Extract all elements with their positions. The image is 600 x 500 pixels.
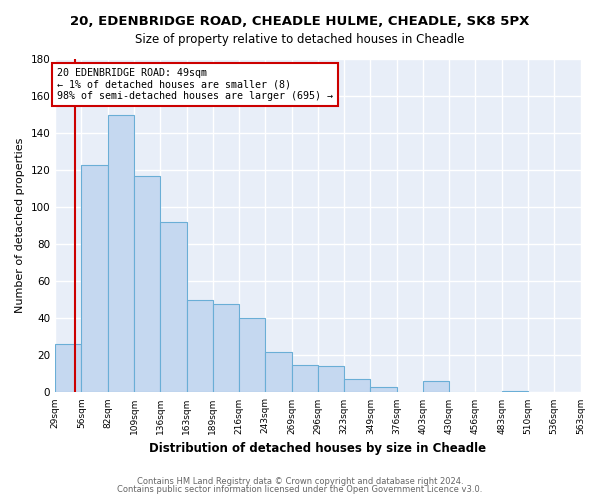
Bar	[292, 364, 318, 392]
Text: Contains HM Land Registry data © Crown copyright and database right 2024.: Contains HM Land Registry data © Crown c…	[137, 477, 463, 486]
Text: 20, EDENBRIDGE ROAD, CHEADLE HULME, CHEADLE, SK8 5PX: 20, EDENBRIDGE ROAD, CHEADLE HULME, CHEA…	[70, 15, 530, 28]
Text: 20 EDENBRIDGE ROAD: 49sqm
← 1% of detached houses are smaller (8)
98% of semi-de: 20 EDENBRIDGE ROAD: 49sqm ← 1% of detach…	[57, 68, 333, 102]
Bar	[370, 387, 397, 392]
Text: Contains public sector information licensed under the Open Government Licence v3: Contains public sector information licen…	[118, 486, 482, 494]
X-axis label: Distribution of detached houses by size in Cheadle: Distribution of detached houses by size …	[149, 442, 487, 455]
Bar	[318, 366, 344, 392]
Bar	[108, 114, 134, 392]
Bar	[134, 176, 160, 392]
Bar	[344, 380, 370, 392]
Bar	[423, 382, 449, 392]
Bar	[265, 352, 292, 393]
Text: Size of property relative to detached houses in Cheadle: Size of property relative to detached ho…	[135, 32, 465, 46]
Bar	[55, 344, 82, 393]
Bar	[82, 164, 108, 392]
Bar	[213, 304, 239, 392]
Bar	[187, 300, 213, 392]
Bar	[239, 318, 265, 392]
Bar	[502, 390, 528, 392]
Y-axis label: Number of detached properties: Number of detached properties	[15, 138, 25, 314]
Bar	[160, 222, 187, 392]
